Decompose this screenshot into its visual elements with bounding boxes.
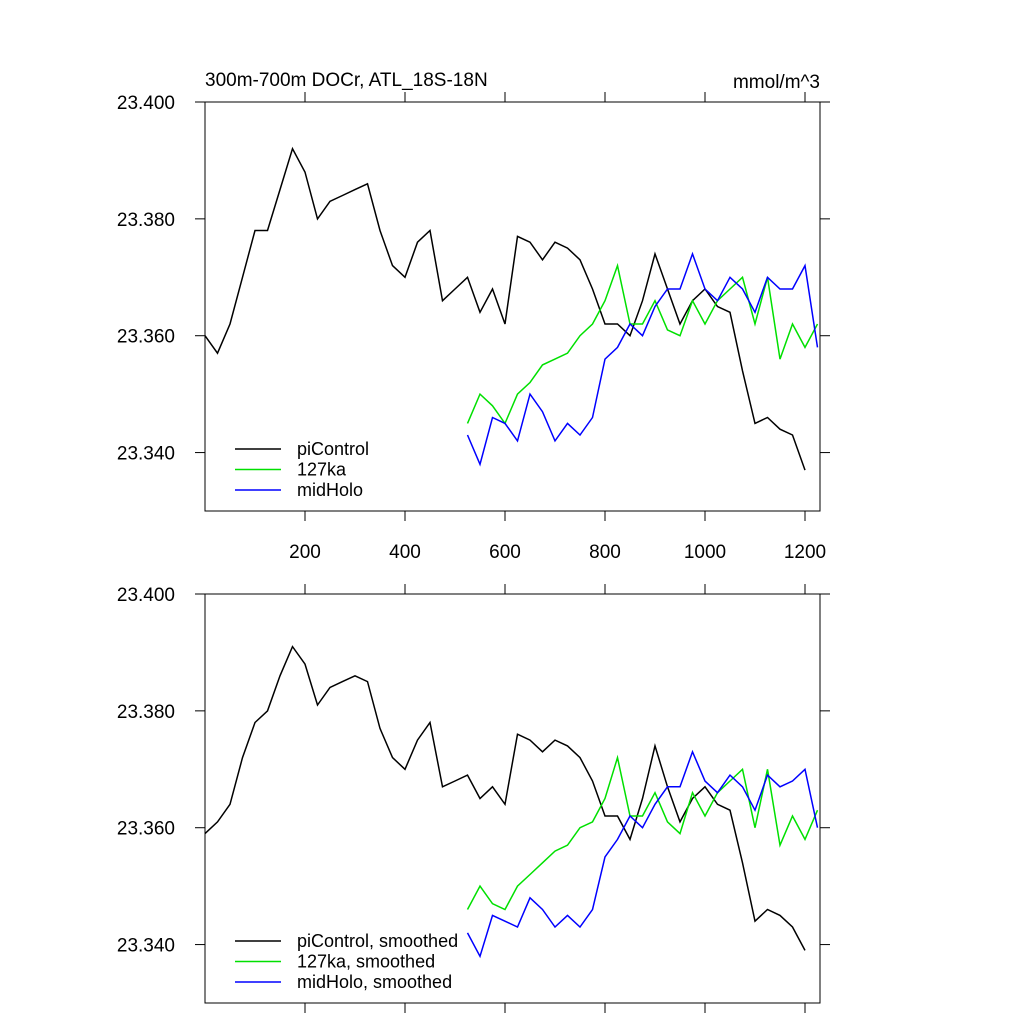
data-line xyxy=(466,749,819,959)
y-tick-label: 23.340 xyxy=(117,444,175,465)
y-tick-label: 23.340 xyxy=(117,936,175,957)
legend-label: 127ka xyxy=(297,460,347,480)
x-tick-label: 800 xyxy=(589,542,621,563)
y-tick-label: 23.360 xyxy=(117,327,175,348)
plot-frame xyxy=(204,593,821,1004)
data-line xyxy=(466,262,819,425)
legend-label: 127ka, smoothed xyxy=(297,952,435,972)
y-tick-label: 23.400 xyxy=(117,93,175,114)
legend-label: piControl xyxy=(297,439,369,459)
y-tick-label: 23.380 xyxy=(117,702,175,723)
legend-label: midHolo xyxy=(297,480,363,500)
data-line xyxy=(204,645,806,951)
legend-label: piControl, smoothed xyxy=(297,931,458,951)
y-tick-label: 23.360 xyxy=(117,819,175,840)
x-tick-label: 1200 xyxy=(784,542,826,563)
chart-title: 300m-700m DOCr, ATL_18S-18N xyxy=(205,70,488,91)
data-line xyxy=(466,251,819,467)
y-tick-label: 23.380 xyxy=(117,210,175,231)
legend-label: midHolo, smoothed xyxy=(297,972,452,992)
x-tick-label: 600 xyxy=(489,542,521,563)
data-line xyxy=(466,754,819,911)
plot-frame xyxy=(204,101,821,512)
x-tick-label: 200 xyxy=(289,542,321,563)
x-tick-label: 400 xyxy=(389,542,421,563)
y-tick-label: 23.400 xyxy=(117,585,175,606)
x-tick-label: 1000 xyxy=(684,542,726,563)
units-label: mmol/m^3 xyxy=(733,72,820,93)
